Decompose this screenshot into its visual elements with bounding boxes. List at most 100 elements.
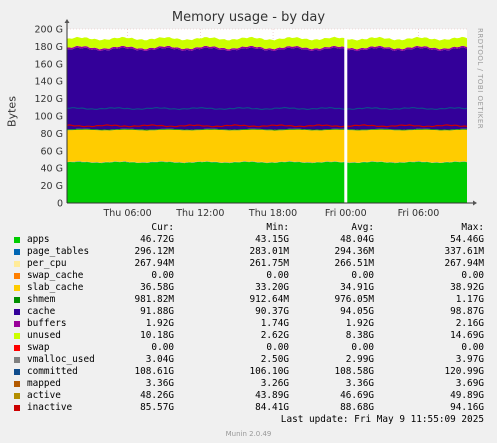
- legend-row: swap 0.00 0.00 0.00 0.00: [0, 342, 497, 354]
- legend-name: active: [27, 390, 61, 401]
- legend-min: 43.15G: [255, 234, 289, 245]
- legend-avg: 3.36G: [345, 378, 374, 389]
- legend-swatch: [14, 249, 20, 255]
- legend-name: unused: [27, 330, 61, 341]
- legend-avg: 94.05G: [340, 306, 374, 317]
- legend-name: shmem: [27, 294, 56, 305]
- legend-cur: 85.57G: [140, 402, 174, 413]
- legend-rows: apps 46.72G 43.15G 48.04G 54.46G page_tables 2…: [0, 234, 497, 414]
- legend-cur: 3.04G: [145, 354, 174, 365]
- legend-avg: 976.05M: [334, 294, 374, 305]
- legend-name: per_cpu: [27, 258, 67, 269]
- legend-cur: 10.18G: [140, 330, 174, 341]
- y-axis-arrow: [64, 19, 70, 23]
- y-tick-label: 60 G: [41, 146, 63, 157]
- legend-max: 267.94M: [444, 258, 484, 269]
- legend-avg: 0.00: [351, 342, 374, 353]
- legend-avg: 34.91G: [340, 282, 374, 293]
- line-committed: [66, 106, 468, 111]
- legend-cur: 46.72G: [140, 234, 174, 245]
- legend-avg: 2.99G: [345, 354, 374, 365]
- legend-min: 0.00: [266, 342, 289, 353]
- legend-max: 1.17G: [455, 294, 484, 305]
- x-tick-label: Fri 06:00: [398, 208, 440, 219]
- legend-cur: 91.88G: [140, 306, 174, 317]
- header-max: Max:: [461, 222, 484, 233]
- memory-chart: 0 20 G 40 G 60 G 80 G 100 G 120 G 140 G 160 G 180…: [34, 19, 477, 219]
- legend-swatch: [14, 273, 20, 279]
- legend-cur: 0.00: [151, 342, 174, 353]
- area-shmem: [67, 128, 467, 131]
- data-gap: [344, 29, 348, 203]
- legend-row: buffers 1.92G 1.74G 1.92G 2.16G: [0, 318, 497, 330]
- x-tick-label: Thu 06:00: [102, 208, 151, 219]
- header-min: Min:: [266, 222, 289, 233]
- legend-cur: 296.12M: [134, 246, 174, 257]
- legend-avg: 0.00: [351, 270, 374, 281]
- x-tick-label: Thu 18:00: [248, 208, 297, 219]
- legend-name: vmalloc_used: [27, 354, 95, 365]
- x-axis-arrow: [473, 200, 477, 206]
- legend-avg: 108.58G: [334, 366, 374, 377]
- legend-avg: 46.69G: [340, 390, 374, 401]
- legend-row: page_tables 296.12M 283.01M 294.36M 337.61M: [0, 246, 497, 258]
- legend-max: 120.99G: [444, 366, 484, 377]
- legend-row: vmalloc_used 3.04G 2.50G 2.99G 3.97G: [0, 354, 497, 366]
- legend-name: inactive: [27, 402, 73, 413]
- legend-max: 98.87G: [450, 306, 484, 317]
- legend-avg: 294.36M: [334, 246, 374, 257]
- legend-min: 84.41G: [255, 402, 289, 413]
- legend-max: 0.00: [461, 342, 484, 353]
- x-tick-label: Fri 00:00: [325, 208, 367, 219]
- legend-min: 283.01M: [249, 246, 289, 257]
- legend-max: 0.00: [461, 270, 484, 281]
- legend-cur: 108.61G: [134, 366, 174, 377]
- legend-min: 106.10G: [249, 366, 289, 377]
- legend-row: unused 10.18G 2.62G 8.38G 14.69G: [0, 330, 497, 342]
- legend-avg: 48.04G: [340, 234, 374, 245]
- area-buffers: [67, 45, 467, 52]
- legend-name: apps: [27, 234, 50, 245]
- y-tick-label: 160 G: [34, 59, 63, 70]
- legend-min: 2.50G: [260, 354, 289, 365]
- y-tick-label: 200 G: [34, 25, 63, 36]
- legend-swatch: [14, 333, 20, 339]
- y-tick-label: 120 G: [34, 94, 63, 105]
- legend-row: swap_cache 0.00 0.00 0.00 0.00: [0, 270, 497, 282]
- legend-name: page_tables: [27, 246, 90, 257]
- legend-min: 43.89G: [255, 390, 289, 401]
- line-inactive: [66, 124, 468, 128]
- legend-swatch: [14, 369, 20, 375]
- legend-avg: 266.51M: [334, 258, 374, 269]
- y-tick-label: 0: [57, 199, 63, 210]
- legend-row: slab_cache 36.58G 33.20G 34.91G 38.92G: [0, 282, 497, 294]
- legend-cur: 48.26G: [140, 390, 174, 401]
- y-tick-label: 140 G: [34, 77, 63, 88]
- legend-min: 912.64M: [249, 294, 289, 305]
- legend-min: 1.74G: [260, 318, 289, 329]
- legend-row: apps 46.72G 43.15G 48.04G 54.46G: [0, 234, 497, 246]
- legend-swatch: [14, 297, 20, 303]
- legend-cur: 981.82M: [134, 294, 174, 305]
- legend-max: 3.69G: [455, 378, 484, 389]
- chart-title: Memory usage - by day: [171, 10, 326, 25]
- legend-swatch: [14, 405, 20, 411]
- legend-swatch: [14, 261, 20, 267]
- y-tick-label: 20 G: [41, 181, 63, 192]
- legend-row: committed 108.61G 106.10G 108.58G 120.99G: [0, 366, 497, 378]
- legend-row: inactive 85.57G 84.41G 88.68G 94.16G: [0, 402, 497, 414]
- legend-min: 261.75M: [249, 258, 289, 269]
- legend-cur: 1.92G: [145, 318, 174, 329]
- legend-table: Cur: Min: Avg: Max: apps 46.72G 43.15G 48.0…: [0, 222, 497, 414]
- legend-swatch: [14, 381, 20, 387]
- legend-cur: 3.36G: [145, 378, 174, 389]
- legend-avg: 88.68G: [340, 402, 374, 413]
- legend-swatch: [14, 345, 20, 351]
- legend-swatch: [14, 357, 20, 363]
- y-tick-label: 80 G: [41, 129, 63, 140]
- y-tick-label: 100 G: [34, 112, 63, 123]
- legend-min: 3.26G: [260, 378, 289, 389]
- legend-row: shmem 981.82M 912.64M 976.05M 1.17G: [0, 294, 497, 306]
- legend-header: Cur: Min: Avg: Max:: [0, 222, 497, 234]
